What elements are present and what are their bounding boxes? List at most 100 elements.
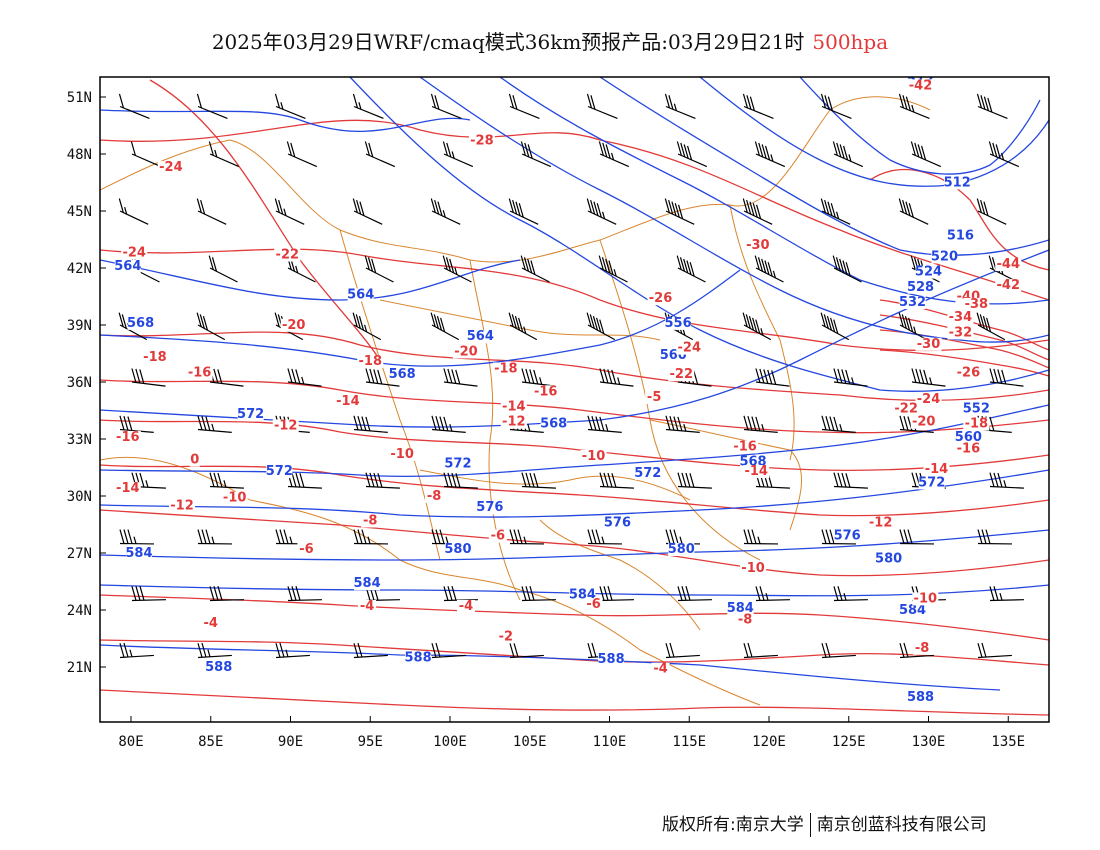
- temperature-label: -22: [276, 248, 300, 263]
- lon-label: 100E: [433, 734, 467, 750]
- temperature-label-bg: [907, 79, 934, 93]
- height-label-bg: [899, 296, 926, 309]
- temperature-isoline: [869, 168, 1049, 271]
- temperature-label-bg: [913, 641, 932, 655]
- wind-barb: [676, 141, 708, 168]
- temperature-label: -10: [914, 591, 938, 606]
- wind-barb: [742, 93, 774, 119]
- temperature-label-bg: [141, 351, 168, 365]
- wind-barb: [131, 368, 166, 387]
- wind-barb: [131, 586, 166, 602]
- wind-barb: [677, 586, 712, 602]
- border-line: [539, 519, 701, 631]
- temperature-label-bg: [947, 311, 974, 325]
- temperature-label-bg: [732, 440, 759, 454]
- wind-barb: [677, 472, 712, 489]
- height-label: 564: [347, 287, 374, 302]
- height-label: 576: [476, 500, 503, 515]
- height-label: 560: [955, 430, 982, 445]
- wind-barb: [430, 93, 462, 119]
- temperature-label-bg: [584, 598, 603, 612]
- temperature-label: -5: [647, 390, 661, 405]
- temperature-label-bg: [500, 400, 527, 414]
- temperature-label-bg: [468, 134, 495, 148]
- temperature-label: -6: [299, 542, 313, 557]
- temperature-label-bg: [915, 392, 942, 406]
- temperature-label-bg: [923, 463, 950, 477]
- height-label: 576: [834, 529, 861, 544]
- wind-barb: [820, 93, 852, 119]
- height-label-bg: [907, 280, 934, 294]
- temperature-label: -16: [534, 384, 558, 399]
- lon-label: 80E: [118, 734, 143, 750]
- wind-barb: [743, 529, 779, 545]
- height-isoline: [419, 77, 1049, 343]
- temperature-label-bg: [452, 345, 479, 359]
- height-label: 572: [634, 466, 661, 481]
- temperature-isoline: [879, 349, 1049, 377]
- temperature-label-bg: [114, 430, 141, 444]
- wind-barb: [910, 141, 942, 168]
- lon-label: 105E: [513, 734, 547, 750]
- height-label-bg: [944, 176, 971, 190]
- lon-label: 115E: [672, 734, 706, 750]
- temperature-label: -6: [586, 597, 600, 612]
- border-line: [729, 204, 795, 461]
- temperature-label: -4: [204, 616, 218, 631]
- wind-barb: [443, 472, 478, 489]
- wind-barb: [988, 141, 1020, 168]
- height-label-bg: [540, 417, 567, 431]
- temperature-isoline: [100, 509, 1049, 577]
- wind-barb: [820, 198, 851, 225]
- wind-barb: [209, 586, 244, 602]
- temperature-label-bg: [280, 318, 307, 332]
- temperature-label: -24: [159, 160, 183, 175]
- temperature-label-bg: [955, 442, 982, 456]
- temperature-label: -8: [738, 612, 752, 627]
- height-label-bg: [405, 651, 432, 665]
- wind-barb: [898, 93, 930, 119]
- height-label: 588: [205, 660, 232, 675]
- height-label: 564: [467, 329, 494, 344]
- height-isoline: [499, 77, 1049, 305]
- temperature-label: -10: [741, 561, 765, 576]
- copyright-footer: 版权所有:南京大学 南京创蓝科技有限公司: [662, 810, 987, 837]
- temperature-label: -16: [957, 441, 981, 456]
- temperature-label: -10: [582, 449, 606, 464]
- temperature-label-bg: [995, 258, 1022, 271]
- wind-barb: [821, 529, 857, 545]
- lat-label: 21N: [67, 660, 92, 676]
- lon-label: 135E: [991, 734, 1025, 750]
- wind-barb: [353, 642, 388, 659]
- temperature-isoline: [100, 639, 1049, 666]
- height-isoline: [100, 529, 1049, 561]
- height-isoline: [100, 469, 1049, 518]
- wind-barb: [742, 312, 772, 341]
- temperature-label: -30: [917, 337, 941, 352]
- height-label: 580: [444, 542, 471, 557]
- temperature-label: -20: [912, 415, 936, 430]
- temperature-label-bg: [963, 297, 990, 311]
- wind-barb: [508, 198, 539, 225]
- temperature-label-bg: [912, 592, 939, 606]
- height-label: 576: [604, 515, 631, 530]
- wind-barb: [832, 141, 864, 168]
- temperature-label: -24: [122, 246, 146, 261]
- temperature-label: -18: [965, 417, 989, 432]
- temperature-label-bg: [186, 366, 213, 380]
- height-label-bg: [347, 288, 374, 302]
- temperature-label-bg: [740, 562, 767, 575]
- height-label: 568: [389, 367, 416, 382]
- temperature-label: -14: [502, 400, 526, 415]
- wind-barb: [430, 198, 461, 225]
- temperature-label: -42: [909, 78, 933, 93]
- height-label-bg: [899, 603, 926, 617]
- border-line: [379, 299, 661, 341]
- wind-barb: [598, 255, 628, 283]
- height-label: 572: [444, 457, 471, 472]
- height-label-bg: [907, 691, 934, 705]
- wind-barb: [754, 141, 786, 168]
- wind-barb: [977, 642, 1012, 659]
- height-label-bg: [604, 516, 631, 530]
- temperature-label: -30: [746, 238, 770, 253]
